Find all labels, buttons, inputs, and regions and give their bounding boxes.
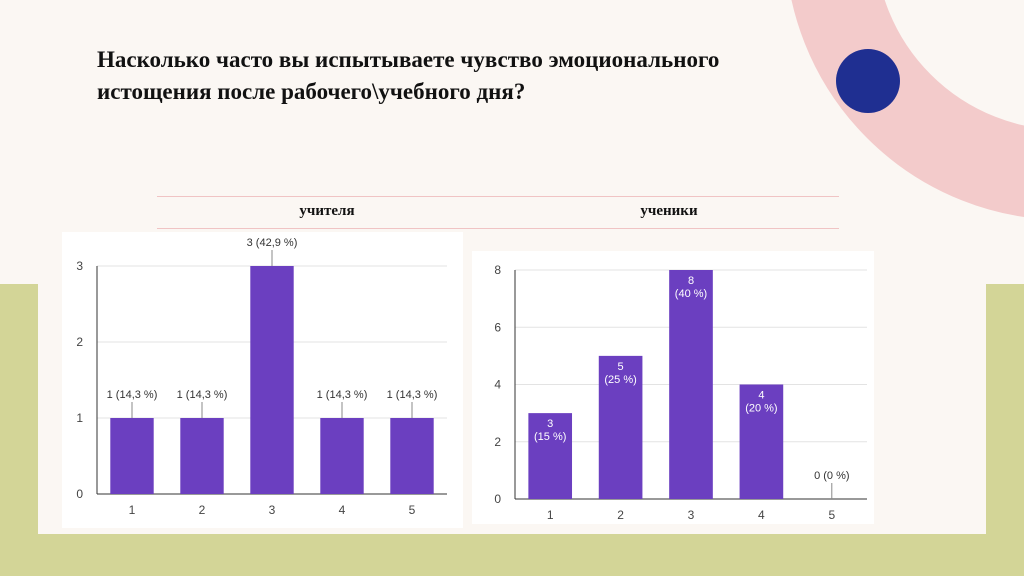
students-bar: [739, 384, 784, 499]
column-header-students: ученики: [640, 203, 698, 219]
students-x-tick-label: 3: [688, 508, 695, 522]
teachers-x-tick-label: 3: [269, 503, 276, 517]
teachers-bar-chart: 0 1 2 3 1 1 (14,3 %) 2 1 (14,3 %) 3 3 (42,9 %) 4 1 …: [76, 237, 447, 517]
teachers-bar: [110, 418, 154, 494]
teachers-data-label: 1 (14,3 %): [387, 389, 438, 401]
teachers-data-label: 1 (14,3 %): [317, 389, 368, 401]
students-bar: [528, 413, 573, 499]
teachers-x-tick-label: 4: [339, 503, 346, 517]
students-data-label: 8: [688, 275, 694, 287]
teachers-bar: [320, 418, 364, 494]
students-data-label: 5: [618, 361, 624, 373]
students-bar: [669, 270, 713, 499]
students-data-label: (15 %): [534, 431, 566, 443]
teachers-x-tick-label: 2: [199, 503, 206, 517]
students-y-tick-label: 6: [494, 320, 501, 334]
teachers-bar: [390, 418, 434, 494]
students-data-label: 3: [547, 418, 553, 430]
students-x-tick-label: 5: [828, 508, 835, 522]
students-data-label: (40 %): [675, 288, 707, 300]
teachers-x-tick-label: 1: [129, 503, 136, 517]
students-chart-card: 0 2 4 6 8 1 3 (15 %) 2 5 (25 %) 3 8 (40 %) 4 4 (20 %) 5 0 …: [472, 251, 874, 524]
students-x-tick-label: 4: [758, 508, 765, 522]
students-data-label: 4: [758, 390, 764, 402]
teachers-data-label: 1 (14,3 %): [177, 389, 228, 401]
students-x-tick-label: 1: [547, 508, 554, 522]
students-y-tick-label: 4: [494, 378, 501, 392]
teachers-chart-card: 0 1 2 3 1 1 (14,3 %) 2 1 (14,3 %) 3 3 (42,9 %) 4 1 …: [62, 232, 463, 528]
students-data-label: 0 (0 %): [814, 470, 849, 482]
teachers-bar: [250, 266, 294, 494]
teachers-data-label: 3 (42,9 %): [247, 237, 298, 249]
teachers-y-tick-label: 3: [76, 259, 83, 273]
column-header-teachers: учителя: [299, 203, 355, 219]
slide-title: Насколько часто вы испытываете чувство э…: [97, 47, 720, 104]
teachers-bar: [180, 418, 224, 494]
teachers-x-tick-label: 5: [409, 503, 416, 517]
students-y-tick-label: 2: [494, 435, 501, 449]
decorative-pink-ring: [785, 0, 1024, 220]
students-data-label: (20 %): [745, 403, 777, 415]
column-header-row: учителя ученики: [157, 196, 839, 229]
teachers-y-tick-label: 1: [76, 411, 83, 425]
decorative-blue-dot: [836, 49, 900, 113]
students-x-tick-label: 2: [617, 508, 624, 522]
teachers-data-label: 1 (14,3 %): [107, 389, 158, 401]
students-data-label: (25 %): [604, 374, 636, 386]
students-y-tick-label: 0: [494, 492, 501, 506]
students-bar: [598, 355, 643, 499]
teachers-y-tick-label: 0: [76, 487, 83, 501]
students-y-tick-label: 8: [494, 263, 501, 277]
teachers-y-tick-label: 2: [76, 335, 83, 349]
